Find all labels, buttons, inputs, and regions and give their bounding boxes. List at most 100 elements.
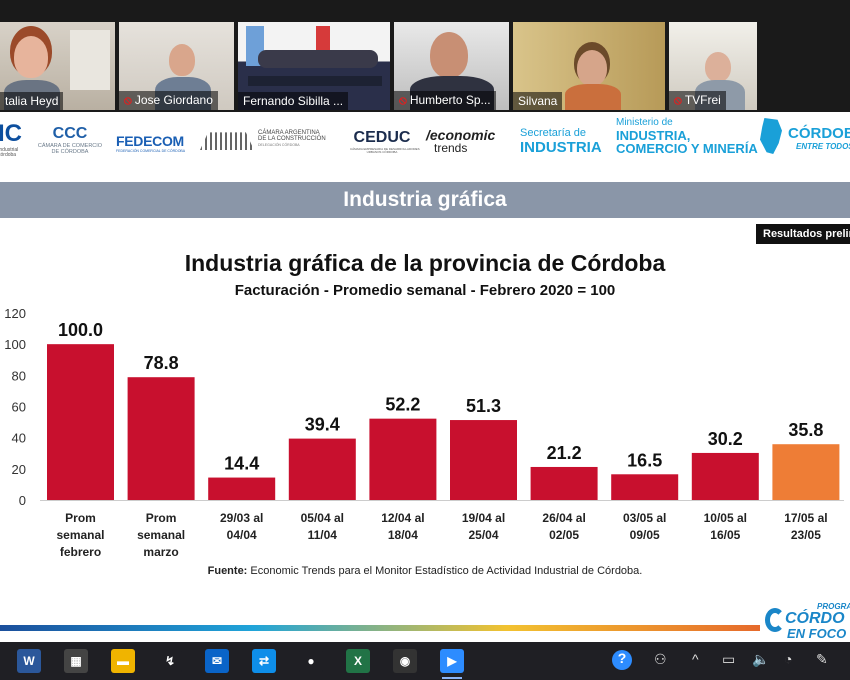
mic-muted-icon: ⦸ bbox=[124, 93, 132, 107]
battery-icon[interactable]: ▭ bbox=[722, 651, 736, 667]
mail-icon[interactable]: ✉ bbox=[205, 649, 229, 673]
source-note: Fuente: Economic Trends para el Monitor … bbox=[207, 565, 643, 577]
x-tick-label: 10/05 al bbox=[704, 511, 747, 525]
y-tick-label: 120 bbox=[4, 306, 26, 321]
x-tick-label: 05/04 al bbox=[301, 511, 344, 525]
x-tick-label: Prom bbox=[65, 511, 96, 525]
chart-title: Industria gráfica de la provincia de Cór… bbox=[184, 250, 666, 276]
x-tick-label: 04/04 bbox=[227, 528, 257, 542]
bar-value-label: 35.8 bbox=[788, 420, 823, 440]
x-tick-label: 02/05 bbox=[549, 528, 579, 542]
word-icon[interactable]: W bbox=[17, 649, 41, 673]
mic-muted-icon: ⦸ bbox=[399, 93, 407, 107]
participant-tile[interactable]: ⦸ Humberto Sp... bbox=[394, 22, 509, 110]
participant-name: ⦸ Humberto Sp... bbox=[394, 91, 496, 110]
bar bbox=[208, 477, 276, 500]
bar-value-label: 16.5 bbox=[627, 450, 662, 470]
mic-muted-icon: ⦸ bbox=[674, 93, 682, 107]
x-tick-label: 11/04 bbox=[308, 528, 338, 542]
bar bbox=[691, 452, 759, 500]
y-tick-label: 20 bbox=[12, 462, 26, 477]
x-tick-label: 26/04 al bbox=[542, 511, 585, 525]
x-tick-label: 29/03 al bbox=[220, 511, 263, 525]
participant-tile[interactable]: ⦸ Jose Giordano bbox=[119, 22, 234, 110]
ceduc-logo: CEDUC CÁMARA EMPRESARIA DE DESARROLLADOR… bbox=[350, 129, 420, 154]
participant-tile[interactable]: Silvana bbox=[513, 22, 665, 110]
participant-name: ⦸ TVFrei bbox=[669, 91, 726, 110]
bar-value-label: 30.2 bbox=[708, 429, 743, 449]
economic-trends-logo: /economic trends bbox=[426, 127, 496, 155]
bar bbox=[530, 466, 598, 500]
participant-tile-active[interactable]: Fernando Sibilla ... bbox=[238, 22, 390, 110]
excel-icon[interactable]: X bbox=[346, 649, 370, 673]
bar bbox=[450, 420, 517, 500]
camera-icon[interactable]: ◉ bbox=[393, 649, 417, 673]
bar-value-label: 52.2 bbox=[385, 395, 420, 415]
bar bbox=[772, 444, 840, 500]
teamviewer-icon[interactable]: ⇄ bbox=[252, 649, 276, 673]
c-shape-icon bbox=[765, 608, 785, 632]
store-icon[interactable]: ▦ bbox=[64, 649, 88, 673]
chevron-up-icon[interactable]: ^ bbox=[692, 651, 699, 667]
bar-value-label: 78.8 bbox=[144, 353, 179, 373]
bar bbox=[369, 418, 437, 500]
y-tick-label: 100 bbox=[4, 337, 26, 352]
bar-value-label: 21.2 bbox=[547, 443, 582, 463]
y-tick-label: 0 bbox=[19, 493, 26, 508]
bar-chart: 0 20 40 60 80 100 120 100.0 Prom semanal febrero 78… bbox=[4, 306, 844, 559]
participant-strip: talia Heyd ⦸ Jose Giordano Fernando Sibil… bbox=[0, 0, 850, 112]
preliminary-badge: Resultados prelim bbox=[756, 224, 850, 244]
uic-logo: IC Industrial córdoba bbox=[0, 120, 22, 158]
sponsor-logos: IC Industrial córdoba CCC CÁMARA DE COME… bbox=[0, 112, 850, 178]
building-icon bbox=[200, 132, 254, 150]
file-explorer-icon[interactable]: ▬ bbox=[111, 649, 135, 673]
bar-value-label: 100.0 bbox=[58, 320, 103, 340]
volume-icon[interactable]: 🔈 bbox=[752, 651, 770, 667]
bar bbox=[127, 377, 195, 500]
camara-construccion-logo: CÁMARA ARGENTINA DE LA CONSTRUCCIÓN DELE… bbox=[200, 128, 326, 150]
slide-header: Industria gráfica bbox=[0, 182, 850, 218]
x-tick-label: 16/05 bbox=[710, 528, 740, 542]
x-tick-label: 25/04 bbox=[468, 528, 498, 542]
y-tick-label: 40 bbox=[12, 431, 26, 446]
windows-taskbar: W ▦ ▬ ↯ ✉ ⇄ ● X ◉ ▶ ? ⚇ ^ ▭ 🔈 ◔ ✎ bbox=[0, 642, 850, 680]
participant-name: talia Heyd bbox=[0, 92, 64, 110]
x-tick-label: marzo bbox=[143, 545, 178, 559]
fedecom-logo: FEDECOM FEDERACIÓN COMERCIAL DE CÓRDOBA bbox=[116, 133, 186, 153]
x-tick-label: semanal bbox=[137, 528, 185, 542]
zoom-icon[interactable]: ▶ bbox=[440, 649, 464, 679]
participant-name: Fernando Sibilla ... bbox=[238, 92, 349, 110]
participant-name: Silvana bbox=[513, 92, 563, 110]
bar-value-label: 51.3 bbox=[466, 396, 501, 416]
x-tick-label: 18/04 bbox=[388, 528, 418, 542]
participant-tile[interactable]: talia Heyd bbox=[0, 22, 115, 110]
secretaria-industria-logo: Secretaría de INDUSTRIA bbox=[520, 127, 602, 156]
x-tick-label: 23/05 bbox=[791, 528, 821, 542]
x-tick-label: 12/04 al bbox=[381, 511, 424, 525]
pen-icon[interactable]: ✎ bbox=[816, 651, 828, 667]
participant-tile[interactable]: ⦸ TVFrei bbox=[669, 22, 757, 110]
bar-value-label: 39.4 bbox=[305, 415, 340, 435]
x-tick-label: Prom bbox=[146, 511, 177, 525]
x-tick-label: 09/05 bbox=[630, 528, 660, 542]
wifi-icon[interactable]: ◔ bbox=[784, 651, 793, 667]
x-tick-label: 17/05 al bbox=[784, 511, 827, 525]
ministerio-logo: Ministerio de INDUSTRIA, COMERCIO Y MINE… bbox=[616, 117, 758, 156]
y-tick-label: 80 bbox=[12, 368, 26, 383]
x-tick-label: 03/05 al bbox=[623, 511, 666, 525]
bar bbox=[611, 474, 679, 500]
chrome-icon[interactable]: ● bbox=[299, 649, 323, 673]
programa-cordoba-en-foco-logo: PROGRA CÓRDO EN FOCO bbox=[765, 602, 850, 642]
help-icon[interactable]: ? bbox=[612, 650, 632, 670]
province-map-icon bbox=[760, 118, 782, 154]
x-tick-label: febrero bbox=[60, 545, 101, 559]
bar bbox=[47, 344, 114, 500]
participant-name: ⦸ Jose Giordano bbox=[119, 91, 218, 110]
bar bbox=[288, 438, 356, 500]
app-arrow-icon[interactable]: ↯ bbox=[158, 649, 182, 673]
x-tick-label: semanal bbox=[56, 528, 104, 542]
people-icon[interactable]: ⚇ bbox=[654, 651, 667, 667]
footer-color-bar bbox=[0, 625, 760, 631]
x-tick-label: 19/04 al bbox=[462, 511, 505, 525]
ccc-logo: CCC CÁMARA DE COMERCIO DE CÓRDOBA bbox=[37, 125, 103, 155]
